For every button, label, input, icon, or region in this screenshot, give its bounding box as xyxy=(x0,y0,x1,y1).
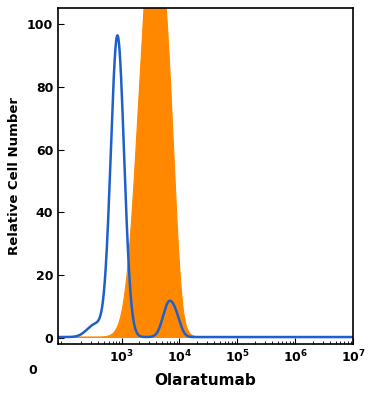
Text: 0: 0 xyxy=(28,364,37,377)
Y-axis label: Relative Cell Number: Relative Cell Number xyxy=(8,97,21,255)
X-axis label: Olaratumab: Olaratumab xyxy=(155,373,257,388)
